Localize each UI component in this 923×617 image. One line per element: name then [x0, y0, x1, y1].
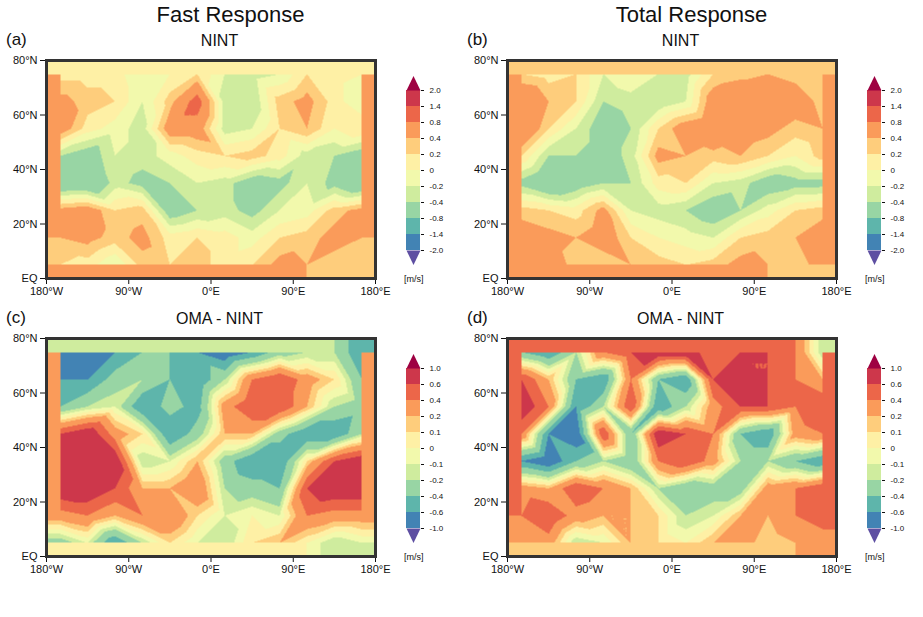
svg-text:0: 0 — [430, 166, 435, 175]
svg-text:60°N: 60°N — [474, 109, 499, 121]
svg-text:0.1: 0.1 — [430, 428, 442, 437]
svg-text:0: 0 — [891, 444, 896, 453]
svg-text:90°W: 90°W — [115, 285, 143, 297]
svg-text:EQ: EQ — [483, 550, 499, 562]
svg-text:-0.2: -0.2 — [430, 182, 444, 191]
svg-text:0°E: 0°E — [202, 563, 220, 575]
svg-text:0°E: 0°E — [202, 285, 220, 297]
svg-text:180°E: 180°E — [360, 285, 390, 297]
svg-text:EQ: EQ — [483, 272, 499, 284]
html-text:[m/s]: [m/s] — [404, 552, 424, 562]
svg-text:0.4: 0.4 — [891, 396, 903, 405]
svg-text:2.0: 2.0 — [430, 86, 442, 95]
html-text:Total Response: Total Response — [615, 2, 768, 27]
svg-text:40°N: 40°N — [474, 163, 499, 175]
svg-text:90°E: 90°E — [281, 285, 305, 297]
svg-text:40°N: 40°N — [13, 163, 38, 175]
svg-text:20°N: 20°N — [13, 218, 38, 230]
svg-text:-1.0: -1.0 — [430, 524, 444, 533]
html-text:(c): (c) — [6, 308, 26, 327]
svg-text:20°N: 20°N — [474, 496, 499, 508]
svg-text:-1.4: -1.4 — [891, 230, 905, 239]
html-text:[m/s]: [m/s] — [404, 274, 424, 284]
svg-text:1.4: 1.4 — [430, 102, 442, 111]
svg-text:60°N: 60°N — [13, 387, 38, 399]
svg-text:-2.0: -2.0 — [430, 246, 444, 255]
svg-text:-0.6: -0.6 — [430, 508, 444, 517]
svg-text:0.2: 0.2 — [430, 150, 442, 159]
html-text:NINT: NINT — [661, 32, 700, 49]
svg-text:180°W: 180°W — [491, 563, 525, 575]
svg-text:-0.8: -0.8 — [430, 214, 444, 223]
svg-text:60°N: 60°N — [474, 387, 499, 399]
html-text:OMA - NINT: OMA - NINT — [636, 310, 724, 327]
svg-text:-0.2: -0.2 — [891, 182, 905, 191]
svg-text:0.4: 0.4 — [430, 396, 442, 405]
svg-text:0: 0 — [430, 444, 435, 453]
svg-text:0.6: 0.6 — [891, 380, 903, 389]
svg-text:90°E: 90°E — [742, 285, 766, 297]
html-text:(a): (a) — [6, 30, 27, 49]
svg-text:-0.4: -0.4 — [891, 198, 905, 207]
svg-text:90°E: 90°E — [281, 563, 305, 575]
svg-text:80°N: 80°N — [474, 332, 499, 344]
svg-text:-0.1: -0.1 — [891, 460, 905, 469]
svg-text:40°N: 40°N — [13, 441, 38, 453]
svg-text:0.2: 0.2 — [891, 412, 903, 421]
svg-text:180°E: 180°E — [821, 285, 851, 297]
svg-text:0: 0 — [891, 166, 896, 175]
svg-text:60°N: 60°N — [13, 109, 38, 121]
svg-text:0°E: 0°E — [663, 285, 681, 297]
svg-text:80°N: 80°N — [474, 54, 499, 66]
html-text:(d): (d) — [467, 308, 488, 327]
svg-text:90°E: 90°E — [742, 563, 766, 575]
svg-text:EQ: EQ — [22, 550, 38, 562]
svg-text:2.0: 2.0 — [891, 86, 903, 95]
svg-text:0.1: 0.1 — [891, 428, 903, 437]
svg-text:180°W: 180°W — [491, 285, 525, 297]
svg-text:0°E: 0°E — [663, 563, 681, 575]
svg-text:-1.4: -1.4 — [430, 230, 444, 239]
svg-text:1.0: 1.0 — [891, 364, 903, 373]
svg-text:EQ: EQ — [22, 272, 38, 284]
svg-text:-0.2: -0.2 — [430, 476, 444, 485]
svg-text:80°N: 80°N — [13, 332, 38, 344]
svg-text:0.4: 0.4 — [891, 134, 903, 143]
html-text:(b): (b) — [467, 30, 488, 49]
svg-text:40°N: 40°N — [474, 441, 499, 453]
svg-text:-0.1: -0.1 — [430, 460, 444, 469]
svg-text:90°W: 90°W — [576, 563, 604, 575]
svg-text:180°W: 180°W — [30, 563, 64, 575]
svg-text:-0.4: -0.4 — [430, 492, 444, 501]
svg-text:0.4: 0.4 — [430, 134, 442, 143]
html-text:[m/s]: [m/s] — [865, 274, 885, 284]
svg-text:-2.0: -2.0 — [891, 246, 905, 255]
html-text:NINT: NINT — [200, 32, 239, 49]
svg-text:90°W: 90°W — [115, 563, 143, 575]
svg-text:0.8: 0.8 — [430, 118, 442, 127]
svg-text:180°E: 180°E — [821, 563, 851, 575]
svg-text:-1.0: -1.0 — [891, 524, 905, 533]
svg-text:0.2: 0.2 — [430, 412, 442, 421]
svg-text:0.2: 0.2 — [891, 150, 903, 159]
svg-text:20°N: 20°N — [13, 496, 38, 508]
svg-text:-0.8: -0.8 — [891, 214, 905, 223]
svg-text:-0.4: -0.4 — [891, 492, 905, 501]
svg-text:180°W: 180°W — [30, 285, 64, 297]
svg-text:20°N: 20°N — [474, 218, 499, 230]
svg-text:0.8: 0.8 — [891, 118, 903, 127]
html-text:OMA - NINT: OMA - NINT — [175, 310, 263, 327]
svg-text:1.0: 1.0 — [430, 364, 442, 373]
svg-text:80°N: 80°N — [13, 54, 38, 66]
svg-text:180°E: 180°E — [360, 563, 390, 575]
svg-text:90°W: 90°W — [576, 285, 604, 297]
svg-text:-0.6: -0.6 — [891, 508, 905, 517]
html-text:[m/s]: [m/s] — [865, 552, 885, 562]
svg-text:1.4: 1.4 — [891, 102, 903, 111]
svg-text:-0.4: -0.4 — [430, 198, 444, 207]
svg-text:-0.2: -0.2 — [891, 476, 905, 485]
html-text:Fast Response: Fast Response — [156, 2, 305, 27]
svg-text:0.6: 0.6 — [430, 380, 442, 389]
